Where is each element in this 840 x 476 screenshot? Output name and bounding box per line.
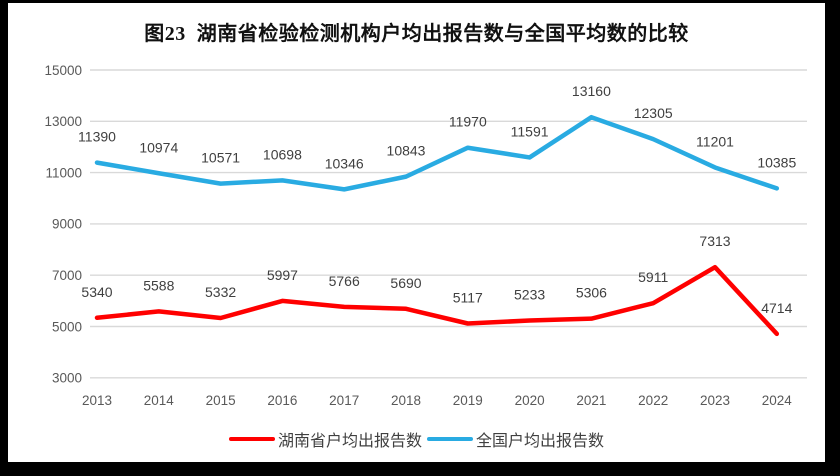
y-tick-label: 13000 <box>44 114 82 129</box>
data-label: 13160 <box>572 83 611 99</box>
legend-label: 湖南省户均出报告数 <box>277 433 422 450</box>
x-tick-label: 2013 <box>82 393 112 408</box>
x-tick-label: 2022 <box>638 393 668 408</box>
x-tick-label: 2021 <box>576 393 606 408</box>
y-tick-label: 15000 <box>44 63 82 78</box>
x-tick-label: 2023 <box>700 393 730 408</box>
y-tick-label: 7000 <box>52 268 82 283</box>
data-label: 5911 <box>638 269 668 285</box>
legend-label: 全国户均出报告数 <box>476 433 605 450</box>
data-label: 4714 <box>761 300 792 316</box>
legend-item-1: 全国户均出报告数 <box>427 427 604 451</box>
y-tick-label: 9000 <box>52 217 82 232</box>
legend-line-swatch <box>427 437 473 441</box>
data-label: 10346 <box>325 155 364 171</box>
legend-line-swatch <box>228 437 275 441</box>
x-tick-label: 2014 <box>144 393 175 408</box>
chart-legend: 湖南省户均出报告数 全国户均出报告数 <box>8 427 825 451</box>
data-label: 10698 <box>263 146 302 162</box>
x-tick-label: 2016 <box>267 393 297 408</box>
data-label: 11201 <box>696 133 734 149</box>
data-label: 11390 <box>78 129 116 145</box>
data-label: 5332 <box>205 284 236 300</box>
x-tick-label: 2020 <box>515 393 545 408</box>
y-tick-label: 5000 <box>52 319 82 334</box>
data-label: 5997 <box>267 267 298 283</box>
y-tick-label: 11000 <box>45 165 82 180</box>
data-label: 10974 <box>139 139 178 155</box>
data-label: 5117 <box>453 289 483 305</box>
x-tick-label: 2019 <box>453 393 483 408</box>
series-line-1 <box>94 114 780 192</box>
data-label: 12305 <box>634 105 673 121</box>
chart-canvas: 图23 湖南省检验检测机构户均出报告数与全国平均数的比较 3000 5000 700… <box>8 3 825 462</box>
series-line-0 <box>94 264 780 337</box>
data-label: 5233 <box>514 287 545 303</box>
data-label: 10571 <box>201 150 240 166</box>
data-label: 5690 <box>390 275 421 291</box>
data-label: 10385 <box>757 154 796 170</box>
data-label: 11591 <box>511 123 549 139</box>
data-label: 11970 <box>449 114 487 130</box>
x-tick-label: 2018 <box>391 393 421 408</box>
data-label: 10843 <box>387 143 426 159</box>
chart-title: 图23 湖南省检验检测机构户均出报告数与全国平均数的比较 <box>144 23 689 45</box>
legend-item-0: 湖南省户均出报告数 <box>228 427 422 451</box>
x-tick-label: 2015 <box>206 393 236 408</box>
chart-svg: 3000 5000 7000 9000 11000 13000 15000 2013 2014 2… <box>44 63 807 408</box>
data-label: 5340 <box>81 284 112 300</box>
data-label: 5306 <box>576 285 607 301</box>
x-tick-label: 2017 <box>329 393 359 408</box>
data-label: 5588 <box>143 277 174 293</box>
y-tick-label: 3000 <box>52 371 82 386</box>
data-label: 7313 <box>699 233 730 249</box>
x-tick-label: 2024 <box>762 393 793 408</box>
data-label: 5766 <box>329 273 360 289</box>
